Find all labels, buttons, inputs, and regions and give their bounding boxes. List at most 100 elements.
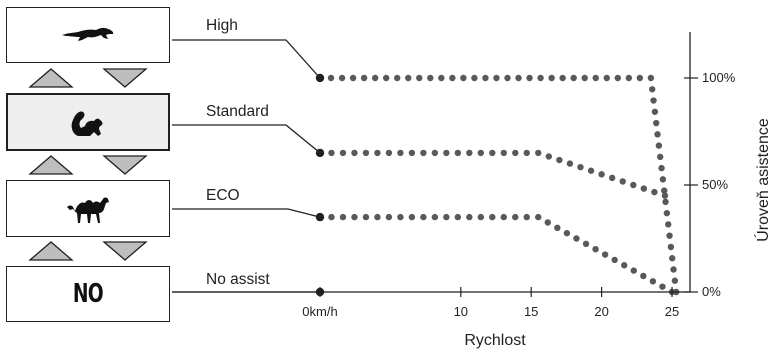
series-dot-high [614,74,621,82]
series-dot-eco [554,224,561,231]
series-dot-high [427,74,434,82]
mode-box-no-assist[interactable]: NO [6,266,170,322]
series-dot-standard [640,185,648,192]
series-dot-high [338,74,346,82]
series-dot-high [382,74,390,82]
series-dot-standard [443,149,450,157]
x-tick-label: 15 [524,304,538,319]
series-dot-eco [339,213,347,221]
series-dot-standard [431,149,439,157]
series-dot-high [661,187,668,194]
series-dot-standard [651,188,658,196]
x-tick-label: 10 [454,304,468,319]
series-dot-standard [466,149,473,157]
series-dot-high [665,221,672,228]
series-dot-standard [477,149,485,157]
series-dot-high [670,266,677,273]
series-dot-standard [385,149,393,157]
mode-box-standard[interactable] [6,93,170,151]
arrow-up-icon[interactable] [28,154,74,176]
leader-line [172,124,321,154]
series-dot-high [570,74,577,82]
series-dot-eco [362,213,370,221]
series-dot-eco [512,213,519,221]
series-dot-high [603,74,610,82]
series-dot-eco [601,251,609,258]
series-dot-high [371,74,379,82]
series-dot-high [416,74,423,82]
series-dot-standard [523,149,530,157]
series-dot-high [625,74,633,82]
series-dot-standard [397,149,404,157]
series-dot-high [559,74,566,82]
arrow-up-icon[interactable] [28,240,74,262]
arrow-down-icon[interactable] [102,67,148,89]
series-dot-high [327,74,335,82]
leader-line [172,39,321,79]
series-dot-high [438,74,445,82]
mode-box-eco[interactable] [6,180,170,237]
series-dot-high [659,176,667,183]
label-high: High [206,17,238,34]
series-dot-eco [563,229,571,237]
series-dot-high [405,74,412,82]
series-dot-standard [535,149,542,157]
series-dot-eco [489,213,496,221]
series-dot-eco [544,219,551,226]
series-dot-high [360,74,368,82]
arrow-down-icon[interactable] [102,154,148,176]
camel-icon [67,197,109,223]
series-dot-eco [374,213,381,221]
series-dot-eco [500,213,507,221]
series-dot-high [649,86,656,93]
series-dot-high [654,131,661,138]
y-tick-label: 50% [702,177,728,192]
series-dot-high [658,164,665,172]
series-dot-eco [477,213,485,221]
series-dot-high [482,74,489,82]
series-dot-high [647,74,655,82]
series-dot-standard [630,181,637,189]
series-dot-high [349,74,357,82]
x-tick-label: 25 [665,304,679,319]
series-dot-standard [500,149,507,157]
series-dot-eco [582,240,590,248]
series-dot-standard [598,171,605,178]
series-dot-eco [621,262,628,269]
series-dot-standard [351,149,358,157]
series-dot-high [650,97,657,104]
leader-line [172,208,321,218]
series-dot-standard [587,167,595,174]
series-dot-standard [420,149,427,157]
arrow-down-icon[interactable] [102,240,148,262]
mode-box-high[interactable] [6,7,170,63]
series-dot-high [592,74,599,82]
series-dot-high [669,255,676,262]
series-dot-eco [573,235,580,242]
series-dot-eco [630,267,637,274]
series-dot-standard [661,192,669,199]
series-dot-high [504,74,511,82]
x-axis-title: Rychlost [464,332,526,349]
series-dot-high [493,74,500,82]
series-dot-eco [385,213,393,221]
squirrel-icon [71,111,103,136]
series-dot-high [671,277,679,284]
series-dot-standard [556,156,563,164]
series-dot-high [666,232,673,239]
series-dot-high [460,74,467,82]
series-dot-standard [608,174,616,182]
series-dot-standard [545,153,552,160]
series-dot-standard [512,149,519,157]
series-dot-high [636,74,644,82]
series-dot-eco [351,213,358,221]
series-dot-high [667,243,675,251]
series-dot-high [537,74,544,82]
series-dot-eco [397,213,404,221]
series-dot-eco [649,278,657,285]
arrow-up-icon[interactable] [28,67,74,89]
no-assist-box-text: NO [72,279,104,309]
series-dot-eco [454,213,462,221]
series-dot-standard [489,149,496,157]
series-dot-eco [535,213,542,221]
